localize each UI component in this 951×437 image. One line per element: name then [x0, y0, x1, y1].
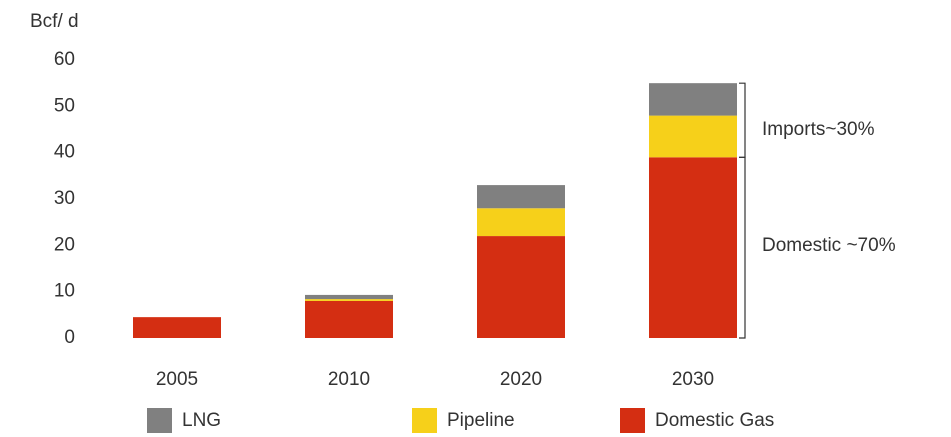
y-tick-label: 30: [54, 188, 75, 209]
legend-label: Pipeline: [447, 410, 515, 431]
legend-swatch: [620, 408, 645, 433]
y-tick-label: 10: [54, 281, 75, 302]
legend-swatch: [412, 408, 437, 433]
bar-segment: [305, 299, 393, 301]
x-tick-label: 2030: [672, 369, 714, 390]
bar-segment: [477, 236, 565, 338]
y-tick-label: 50: [54, 95, 75, 116]
bar-segment: [133, 317, 221, 338]
y-tick-label: 0: [64, 327, 75, 348]
bar-segment: [649, 115, 737, 158]
x-tick-label: 2005: [156, 369, 198, 390]
x-tick-label: 2020: [500, 369, 542, 390]
legend-swatch: [147, 408, 172, 433]
legend-label: LNG: [182, 410, 221, 431]
legend-label: Domestic Gas: [655, 410, 774, 431]
bar-segment: [649, 83, 737, 116]
x-tick-label: 2010: [328, 369, 370, 390]
annotation: Domestic ~70%: [762, 235, 896, 256]
bar-segment: [477, 185, 565, 209]
bar-segment: [649, 157, 737, 338]
y-tick-label: 40: [54, 142, 75, 163]
bar-segment: [477, 208, 565, 237]
y-tick-label: 60: [54, 49, 75, 70]
y-tick-label: 20: [54, 234, 75, 255]
y-axis-label: Bcf/ d: [30, 11, 79, 32]
bracket: [739, 82, 746, 158]
annotation: Imports~30%: [762, 119, 875, 140]
bracket: [739, 156, 746, 339]
bar-segment: [305, 300, 393, 338]
bar-segment: [305, 294, 393, 300]
